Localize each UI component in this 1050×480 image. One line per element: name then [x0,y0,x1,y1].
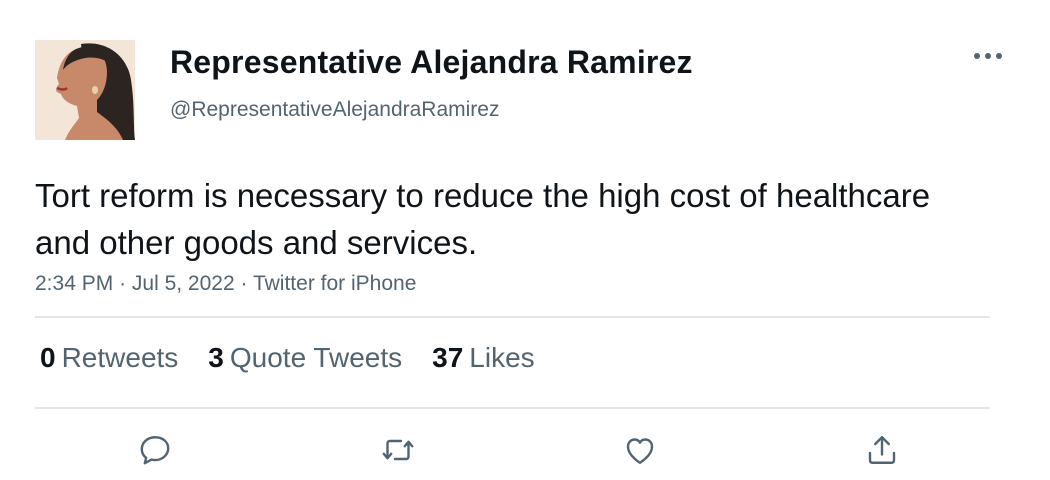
author-display-name[interactable]: Representative Alejandra Ramirez [170,44,693,80]
more-horizontal-icon [974,53,1002,59]
retweets-count: 0 [40,342,56,373]
divider [35,316,990,318]
quote-tweets-count: 3 [208,342,224,373]
author-handle[interactable]: @RepresentativeAlejandraRamirez [170,98,500,121]
likes-label: Likes [469,342,535,373]
share-button[interactable] [860,428,904,472]
meta-separator: · [119,272,127,295]
tweet-date[interactable]: Jul 5, 2022 [131,272,235,295]
retweet-icon [382,439,414,461]
like-button[interactable] [618,428,662,472]
retweet-button[interactable] [376,428,420,472]
avatar-photo [35,40,135,140]
reply-button[interactable] [133,428,177,472]
engagement-stats: 0 Retweets 3 Quote Tweets 37 Likes [40,342,565,374]
action-bar [0,428,1050,472]
tweet-source[interactable]: Twitter for iPhone [252,272,417,295]
meta-separator: · [240,272,248,295]
more-options-button[interactable] [970,44,1006,68]
quote-tweets-label: Quote Tweets [229,342,403,373]
reply-icon [140,436,170,465]
tweet-text: Tort reform is necessary to reduce the h… [35,177,931,261]
retweets-label: Retweets [61,342,179,373]
tweet-metadata: 2:34 PM · Jul 5, 2022 · Twitter for iPho… [35,272,416,296]
heart-icon [626,438,654,464]
quote-tweets-stat[interactable]: 3 Quote Tweets [208,342,402,374]
likes-stat[interactable]: 37 Likes [432,342,535,374]
retweets-stat[interactable]: 0 Retweets [40,342,178,374]
share-icon [868,436,896,464]
tweet-time[interactable]: 2:34 PM [35,272,114,295]
divider [35,407,990,409]
avatar[interactable] [35,40,135,140]
likes-count: 37 [432,342,464,373]
